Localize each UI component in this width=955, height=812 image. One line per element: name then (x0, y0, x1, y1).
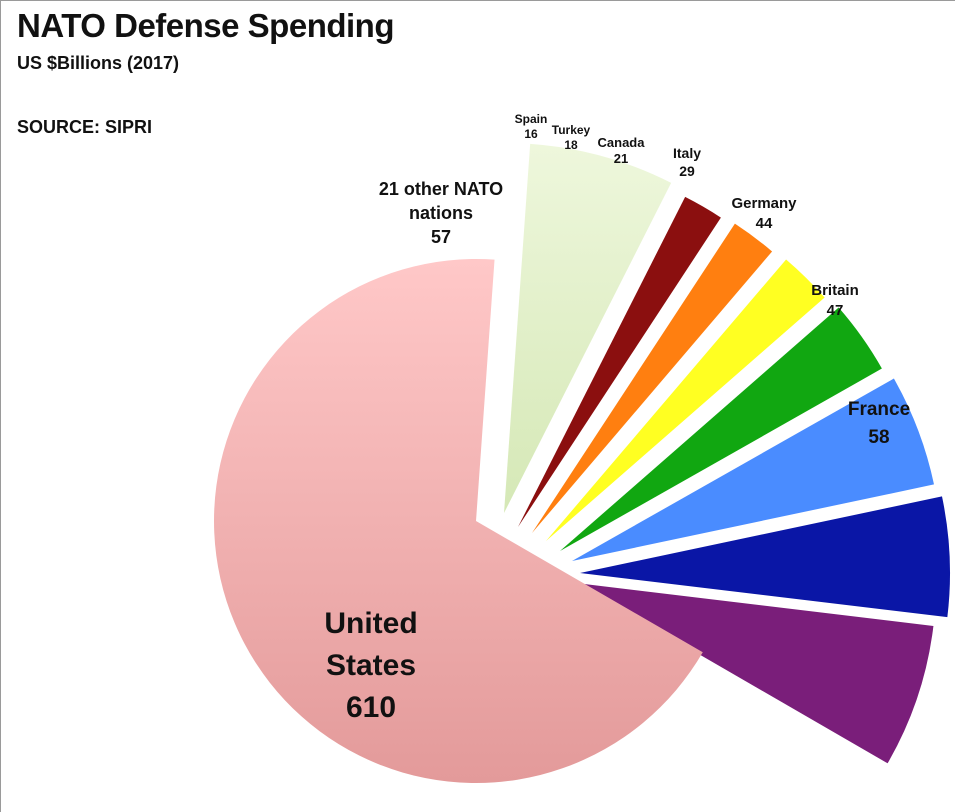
slice-turkey (532, 223, 773, 533)
slice-label-other: 21 other NATO nations 57 (379, 179, 503, 247)
pie-slices (214, 143, 951, 783)
slice-italy (560, 307, 882, 551)
chart-source: SOURCE: SIPRI (17, 117, 153, 137)
slice-label-germany: Germany 44 (731, 195, 797, 232)
chart-title: NATO Defense Spending (17, 7, 395, 44)
slice-label-italy: Italy 29 (673, 145, 701, 179)
chart-subtitle: US $Billions (2017) (17, 53, 180, 73)
slice-canada (546, 259, 825, 541)
slice-label-us: United States 610 (324, 607, 417, 724)
slice-label-canada: Canada 21 (598, 135, 646, 166)
slice-other (504, 143, 672, 513)
slice-label-britain: Britain 47 (811, 282, 859, 319)
slice-germany (572, 378, 934, 561)
slice-spain (518, 196, 721, 528)
slice-france (576, 583, 934, 764)
slice-label-spain: Spain 16 (515, 112, 548, 141)
slice-us (214, 258, 703, 783)
slice-label-turkey: Turkey 18 (552, 123, 591, 152)
slice-britain (580, 496, 951, 618)
pie-labels: 21 other NATO nations 57 Spain 16 Turkey 18 Can… (324, 112, 910, 724)
slice-label-france: France 58 (848, 399, 910, 448)
